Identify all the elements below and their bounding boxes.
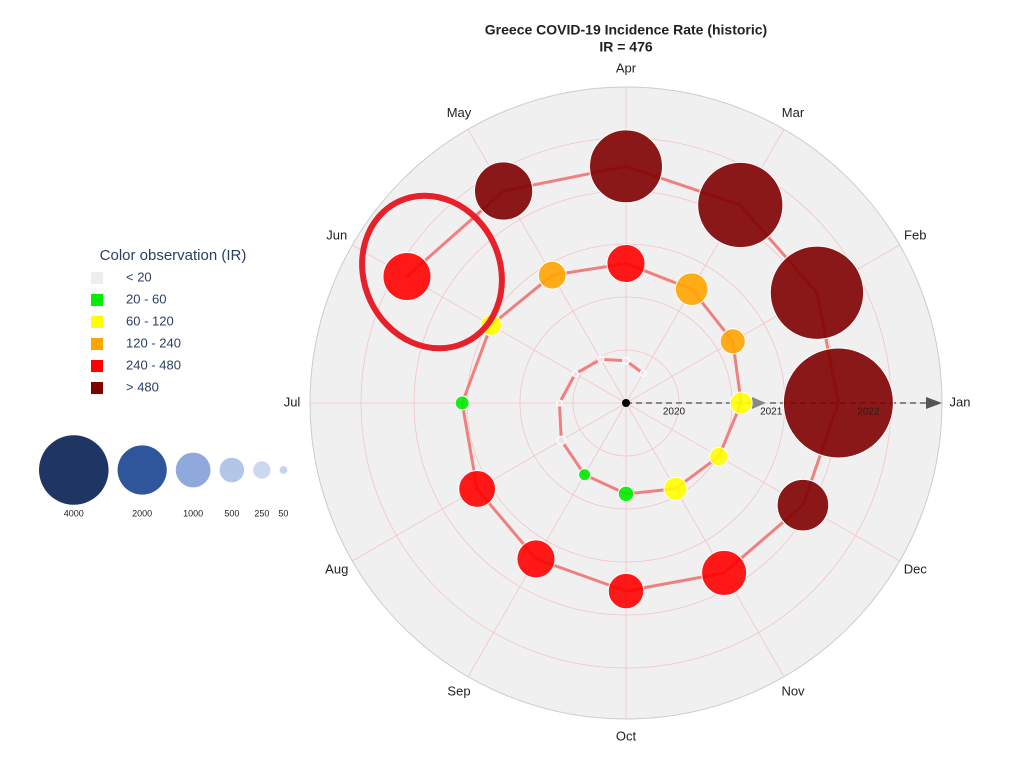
bubble	[782, 347, 894, 459]
legend-swatch	[91, 294, 103, 306]
bubble	[382, 252, 432, 302]
spiral-line	[405, 164, 840, 593]
legend-label: 20 - 60	[126, 291, 166, 306]
bubble	[555, 399, 563, 407]
origin-point	[622, 399, 630, 407]
arrow-head	[926, 397, 942, 409]
legend-label: > 480	[126, 379, 159, 394]
size-legend-label: 4000	[64, 508, 84, 518]
bubble	[709, 446, 729, 467]
legend-swatch	[91, 382, 103, 394]
size-legend-bubble	[253, 461, 271, 479]
bubble	[458, 470, 497, 508]
angular-tick-label: Aug	[325, 561, 348, 576]
bubble	[729, 391, 753, 415]
bubble	[776, 478, 830, 532]
bubble	[607, 572, 645, 610]
legend-label: 60 - 120	[126, 313, 174, 328]
legend-label: < 20	[126, 269, 152, 284]
legend-swatch	[91, 338, 103, 350]
angular-tick-label: Jun	[326, 227, 347, 242]
legend-label: 240 - 480	[126, 357, 181, 372]
bubble	[674, 272, 709, 307]
angular-tick-label: Mar	[782, 105, 805, 120]
angular-tick-label: Sep	[447, 684, 470, 699]
size-legend-bubble	[39, 435, 109, 505]
bubble	[473, 161, 534, 221]
year-label: 2020	[663, 407, 686, 418]
angular-tick-label: Apr	[616, 60, 637, 75]
grid-spoke	[467, 402, 627, 677]
legend-swatch	[91, 272, 103, 284]
bubbles	[382, 129, 894, 610]
legend-swatch	[91, 316, 103, 328]
bubble	[697, 161, 784, 249]
highlight-ellipse	[359, 192, 505, 352]
legend-swatch	[91, 360, 103, 372]
bubble	[578, 468, 592, 482]
bubble	[701, 549, 748, 596]
size-legend-bubble	[219, 457, 245, 483]
angular-tick-label: Oct	[616, 728, 637, 743]
angular-tick-label: Jul	[284, 394, 301, 409]
angular-tick-label: Nov	[781, 684, 805, 699]
bubble	[639, 369, 647, 377]
bubble	[622, 356, 630, 365]
size-legend-bubble	[117, 445, 167, 495]
bubble	[769, 245, 865, 340]
bubble	[589, 129, 663, 204]
bubble	[516, 539, 556, 579]
grid-spoke	[625, 402, 900, 562]
bubble	[571, 370, 579, 378]
arrow-head	[752, 397, 766, 409]
size-legend-bubble	[279, 466, 288, 474]
chart-title: Greece COVID-19 Incidence Rate (historic…	[485, 22, 767, 38]
bubble	[454, 395, 470, 411]
angular-tick-label: Jan	[950, 394, 971, 409]
legend-title: Color observation (IR)	[100, 247, 247, 264]
angular-tick-label: Dec	[904, 561, 928, 576]
bubble	[597, 355, 605, 363]
size-legend-label: 250	[254, 508, 269, 518]
bubble	[663, 476, 688, 501]
bubble	[617, 485, 635, 503]
year-label: 2022	[857, 407, 880, 418]
size-legend-label: 500	[224, 508, 239, 518]
size-legend-label: 2000	[132, 508, 152, 518]
bubble	[606, 243, 646, 284]
legend-label: 120 - 240	[126, 335, 181, 350]
bubble	[537, 260, 567, 290]
angular-tick-label: May	[447, 105, 472, 120]
bubble	[556, 435, 567, 446]
size-legend-label: 50	[278, 508, 288, 518]
size-legend-bubble	[175, 452, 211, 488]
grid-spoke	[625, 402, 785, 677]
year-label: 2021	[760, 407, 783, 418]
chart-subtitle: IR = 476	[599, 39, 653, 55]
size-legend-label: 1000	[183, 508, 203, 518]
bubble	[719, 328, 746, 355]
angular-tick-label: Feb	[904, 227, 926, 242]
